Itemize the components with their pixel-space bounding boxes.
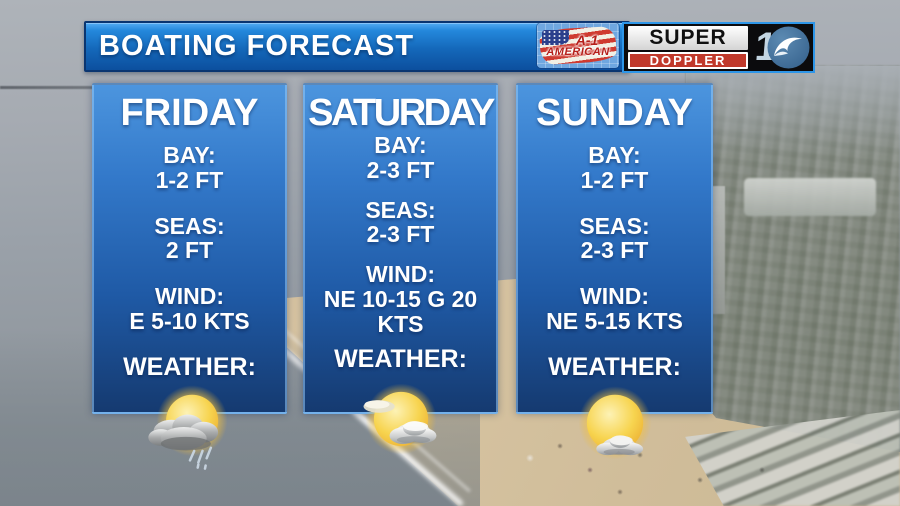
day-title: FRIDAY: [120, 92, 259, 134]
forecast-panel-friday: FRIDAY BAY: 1-2 FT SEAS: 2 FT WIND: E 5-…: [92, 83, 287, 470]
sun-small-cloud-icon: [565, 383, 665, 471]
wind-value: NE 5-15 KTS: [546, 308, 683, 335]
bay-label: BAY:: [588, 142, 641, 168]
sun-partly-cloudy-icon: [351, 375, 451, 463]
day-title: SATURDAY: [308, 92, 495, 134]
wind-label: WIND:: [366, 261, 435, 288]
bay-value: 1-2 FT: [580, 166, 649, 193]
bay-label: BAY:: [374, 132, 427, 158]
weather-label: WEATHER:: [548, 352, 681, 381]
sun-rain-cloud-icon: [140, 383, 240, 471]
super-doppler-10-logo: SUPER DOPPLER 1: [622, 22, 815, 73]
seas-label: SEAS:: [154, 212, 225, 239]
weather-label: WEATHER:: [334, 344, 467, 373]
wind-stat: WIND: E 5-10 KTS: [129, 284, 249, 334]
bay-value: 2-3 FT: [366, 156, 435, 183]
weather-label: WEATHER:: [123, 352, 256, 381]
a1-line1: A-1: [575, 32, 599, 48]
seas-value: 2-3 FT: [366, 221, 435, 248]
wind-stat: WIND: NE 10-15 G 20 KTS: [308, 262, 494, 336]
wave-zero-icon: [767, 26, 810, 69]
wind-value: NE 10-15 G 20 KTS: [323, 286, 478, 337]
bay-stat: BAY: 2-3 FT: [367, 133, 435, 183]
seas-stat: SEAS: 2 FT: [154, 212, 225, 264]
day-title: SUNDAY: [536, 92, 693, 134]
channel-10-mark: 1: [748, 24, 813, 71]
a1-line2: AMERICAN: [546, 46, 610, 58]
bay-value: 1-2 FT: [155, 166, 224, 193]
a1-american-text: A-1 AMERICAN: [537, 23, 619, 68]
seas-stat: SEAS: 2-3 FT: [365, 196, 436, 248]
doppler-label: DOPPLER: [628, 52, 748, 69]
seas-value: 2 FT: [165, 237, 214, 264]
a1-american-logo: A-1 AMERICAN: [537, 23, 619, 68]
seas-value: 2-3 FT: [580, 237, 649, 264]
super-doppler-words: SUPER DOPPLER: [628, 26, 748, 69]
bay-label: BAY:: [163, 142, 216, 168]
wind-label: WIND:: [580, 283, 649, 310]
bay-stat: BAY: 1-2 FT: [156, 143, 224, 193]
wind-stat: WIND: NE 5-15 KTS: [546, 284, 683, 334]
forecast-panel-saturday: SATURDAY BAY: 2-3 FT SEAS: 2-3 FT WIND: …: [303, 83, 498, 455]
seas-label: SEAS:: [365, 196, 436, 223]
wind-label: WIND:: [155, 283, 224, 310]
seas-stat: SEAS: 2-3 FT: [579, 212, 650, 264]
super-label: SUPER: [628, 26, 748, 50]
bay-stat: BAY: 1-2 FT: [581, 143, 649, 193]
seas-label: SEAS:: [579, 212, 650, 239]
page-title: BOATING FORECAST: [99, 30, 415, 62]
forecast-panel-sunday: SUNDAY BAY: 1-2 FT SEAS: 2-3 FT WIND: NE…: [516, 83, 713, 460]
wind-value: E 5-10 KTS: [129, 308, 250, 335]
flag-canton-icon: [542, 30, 569, 45]
